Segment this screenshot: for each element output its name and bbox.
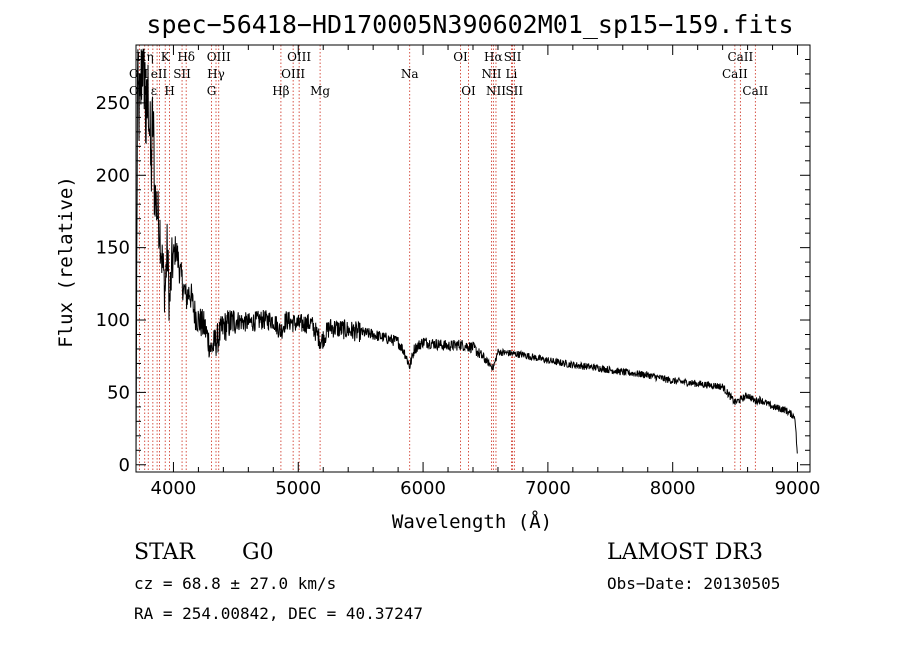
line-label: OI: [461, 84, 476, 98]
line-label: Hδ: [177, 50, 195, 64]
plot-frame: [135, 44, 811, 473]
y-tick-label: 150: [96, 238, 130, 259]
line-label: K: [161, 50, 171, 64]
y-axis: 0 50 100 150 200 250: [96, 58, 810, 476]
redshift-value: cz = 68.8 ± 27.0 km/s: [134, 574, 336, 593]
y-tick-label: 250: [96, 93, 130, 114]
line-label: Li: [506, 67, 518, 81]
line-label: CaII: [722, 67, 748, 81]
line-label: NII: [486, 84, 506, 98]
line-label: OIII: [281, 67, 305, 81]
x-tick-label: 4000: [151, 478, 197, 499]
line-label: Hα: [484, 50, 503, 64]
spectral-line-markers: [138, 45, 756, 472]
x-tick-label: 8000: [650, 478, 696, 499]
x-axis: 4000 5000 6000 7000 8000 9000: [151, 45, 821, 499]
line-label: Na: [401, 67, 419, 81]
line-label: OIII: [287, 50, 311, 64]
survey-name: LAMOST DR3: [607, 540, 763, 565]
line-label: CaII: [742, 84, 768, 98]
object-class: STAR: [134, 540, 196, 565]
line-label: H: [164, 84, 174, 98]
line-label: SII: [173, 67, 191, 81]
line-label: OI: [453, 50, 468, 64]
object-subclass: G0: [242, 540, 274, 565]
line-label: G: [207, 84, 217, 98]
y-axis-label: Flux (relative): [55, 176, 77, 348]
line-label: CaII: [727, 50, 753, 64]
y-tick-label: 50: [107, 382, 130, 403]
line-label: Hβ: [272, 84, 289, 98]
crowded-label-row1: Hη: [136, 50, 154, 64]
line-label: Mg: [310, 84, 330, 98]
line-label: NII: [481, 67, 501, 81]
sky-coordinates: RA = 254.00842, DEC = 40.37247: [134, 604, 423, 623]
x-tick-label: 7000: [525, 478, 571, 499]
x-tick-label: 5000: [275, 478, 321, 499]
y-tick-label: 0: [119, 455, 130, 476]
spectrum-line: [135, 48, 798, 465]
line-label: SII: [504, 50, 522, 64]
x-axis-label: Wavelength (Å): [392, 510, 552, 533]
y-tick-label: 200: [96, 165, 130, 186]
x-tick-label: 9000: [775, 478, 821, 499]
x-tick-label: 6000: [400, 478, 446, 499]
line-label: OIII: [207, 50, 231, 64]
line-label: SII: [505, 84, 523, 98]
observation-date: Obs−Date: 20130505: [607, 574, 780, 593]
chart-title: spec−56418−HD170005N390602M01_sp15−159.f…: [146, 10, 793, 39]
y-tick-label: 100: [96, 310, 130, 331]
line-label: Hγ: [207, 67, 225, 81]
